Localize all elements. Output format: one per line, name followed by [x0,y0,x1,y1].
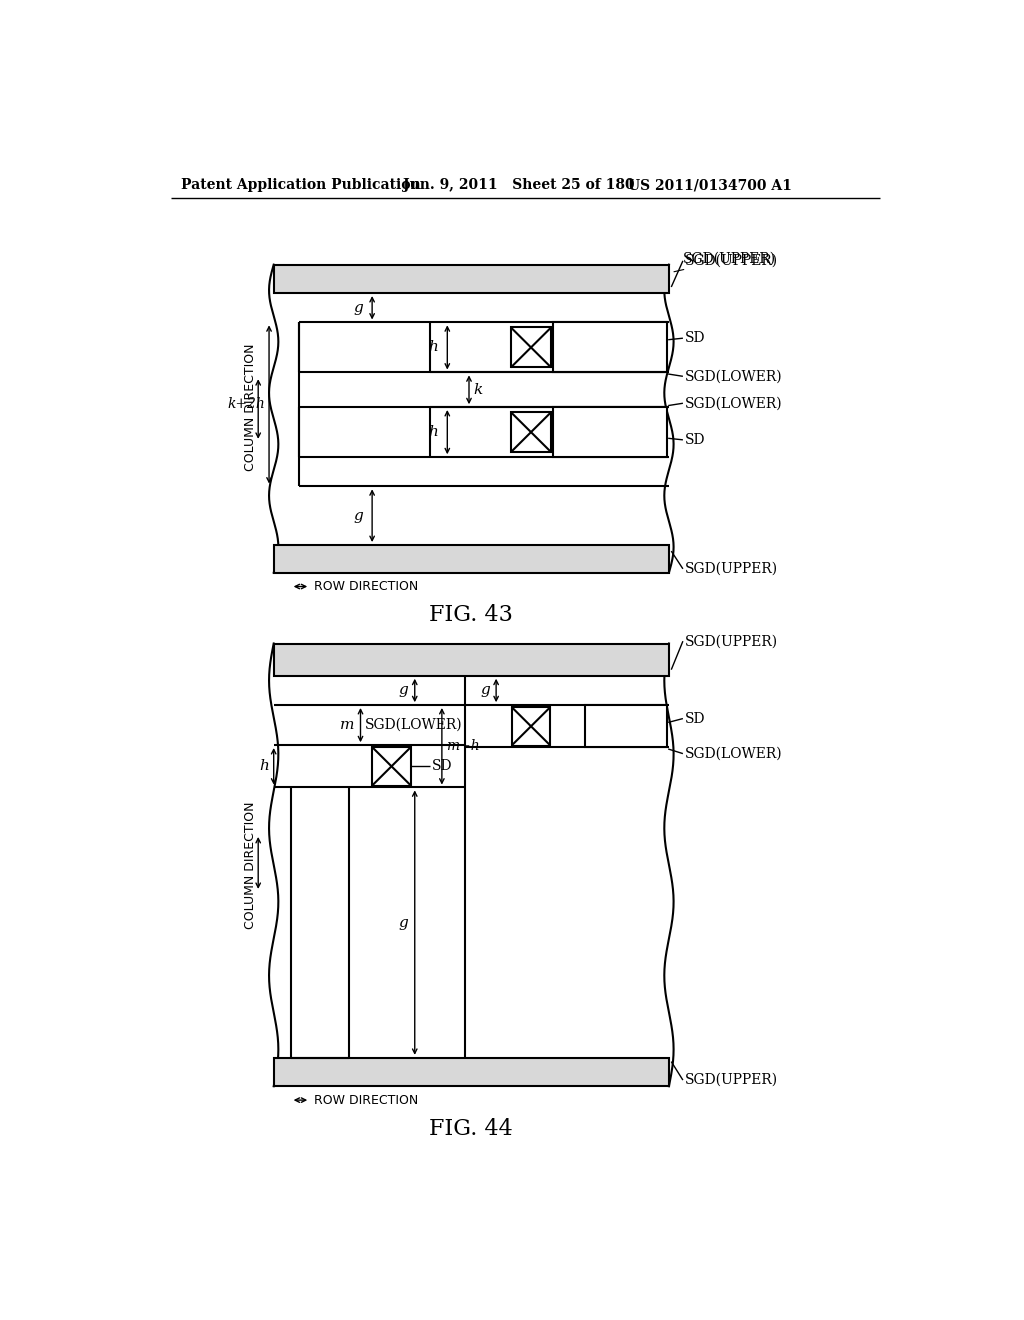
Bar [553,407,668,457]
Text: g: g [480,684,489,697]
Text: SGD(UPPER): SGD(UPPER) [674,252,776,272]
Text: COLUMN DIRECTION: COLUMN DIRECTION [244,801,257,929]
Text: ROW DIRECTION: ROW DIRECTION [314,1093,418,1106]
Text: Patent Application Publication: Patent Application Publication [180,178,420,193]
Text: ROW DIRECTION: ROW DIRECTION [314,579,418,593]
Bar [273,644,669,676]
Text: US 2011/0134700 A1: US 2011/0134700 A1 [628,178,792,193]
Text: h: h [428,341,438,355]
Text: COLUMN DIRECTION: COLUMN DIRECTION [244,343,257,471]
Text: m+h: m+h [445,739,479,754]
Bar [553,322,668,372]
Bar [512,708,550,746]
Text: SGD(UPPER): SGD(UPPER) [684,1073,777,1088]
Text: g: g [353,301,362,314]
Text: g: g [398,684,409,697]
Text: g: g [353,508,362,523]
Text: h: h [428,425,438,440]
Bar [273,1057,669,1086]
Bar [273,264,669,293]
Text: SGD(LOWER): SGD(LOWER) [365,718,462,733]
Text: g: g [398,916,409,929]
Text: SD: SD [684,711,705,726]
Text: m: m [340,718,354,733]
Text: SGD(LOWER): SGD(LOWER) [684,396,782,411]
Text: FIG. 44: FIG. 44 [429,1118,513,1139]
Text: SGD(UPPER): SGD(UPPER) [684,253,777,268]
Text: k: k [473,383,482,397]
Bar [372,747,411,785]
Text: SD: SD [432,759,453,774]
Bar [511,327,551,367]
Text: SD: SD [684,433,705,447]
Text: SGD(LOWER): SGD(LOWER) [684,370,782,383]
Text: Jun. 9, 2011   Sheet 25 of 180: Jun. 9, 2011 Sheet 25 of 180 [403,178,635,193]
Bar [273,545,669,573]
Text: k+2h: k+2h [227,397,265,412]
Text: h: h [259,759,269,774]
Text: SGD(UPPER): SGD(UPPER) [684,634,777,648]
Bar [586,705,668,747]
Text: SGD(LOWER): SGD(LOWER) [684,747,782,760]
Text: FIG. 43: FIG. 43 [429,605,513,626]
Text: SD: SD [684,331,705,346]
Text: SGD(UPPER): SGD(UPPER) [684,562,777,576]
Bar [511,412,551,453]
